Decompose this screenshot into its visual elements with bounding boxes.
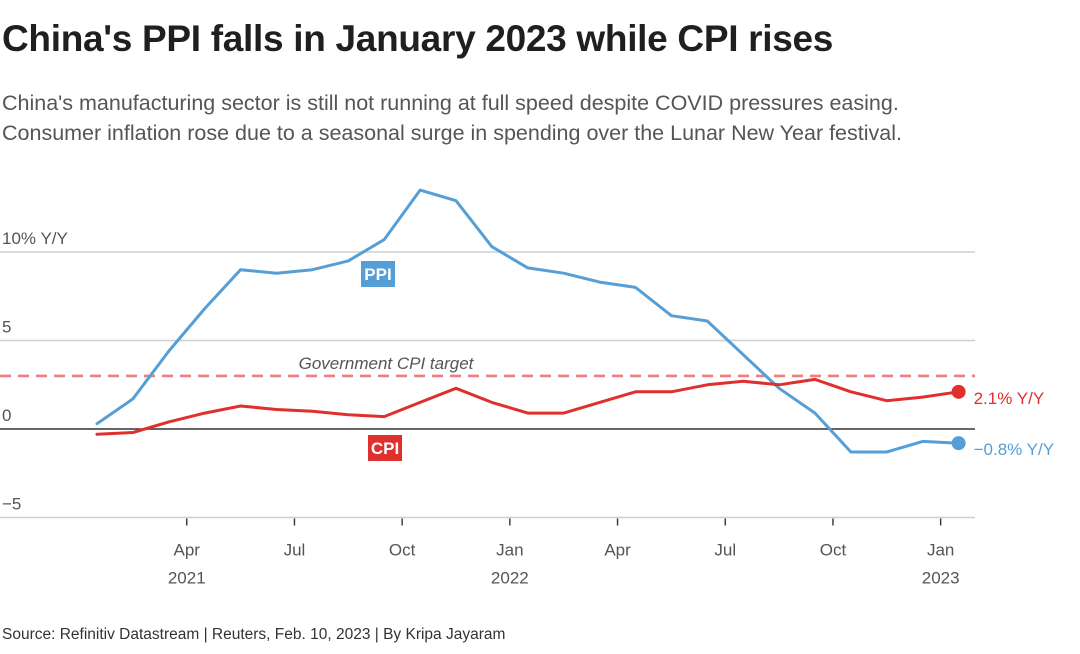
x-tick-year-label: 2022 <box>491 569 529 588</box>
cpi-end-point <box>951 384 966 399</box>
x-tick-label: Apr <box>174 541 201 560</box>
x-tick-label: Jan <box>927 541 954 560</box>
subtitle-line-2: Consumer inflation rose due to a seasona… <box>2 121 902 145</box>
cpi-end-label: 2.1% Y/Y <box>974 389 1045 408</box>
x-tick-year-label: 2021 <box>168 569 206 588</box>
chart-subtitle: China's manufacturing sector is still no… <box>2 88 902 148</box>
source-note: Source: Refinitiv Datastream | Reuters, … <box>2 626 506 643</box>
ppi-tag-box <box>361 261 395 287</box>
chart-title: China's PPI falls in January 2023 while … <box>2 18 834 59</box>
x-axis: Apr 2021 Jul Oct Jan 2022 Apr Jul Oct Jan 2023 <box>168 518 960 588</box>
y-tick-label: 0 <box>2 406 11 425</box>
cpi-tag-label: CPI <box>371 439 399 458</box>
y-axis-tick-labels: 10% Y/Y 5 0 −5 <box>2 229 68 514</box>
cpi-tag-box <box>368 435 402 461</box>
cpi-line <box>95 377 961 436</box>
ppi-line <box>95 188 961 454</box>
series-lines <box>95 188 966 454</box>
x-tick-label: Jul <box>714 541 736 560</box>
y-tick-label: 5 <box>2 318 11 337</box>
x-tick-label: Oct <box>389 541 416 560</box>
series-end-labels: −0.8% Y/Y 2.1% Y/Y <box>974 389 1055 459</box>
cpi-target-label: Government CPI target <box>299 354 475 373</box>
x-tick-year-label: 2023 <box>922 569 960 588</box>
y-tick-label: 10% Y/Y <box>2 229 68 248</box>
gridlines <box>0 251 975 519</box>
subtitle-line-1: China's manufacturing sector is still no… <box>2 91 899 115</box>
x-tick-label: Jul <box>284 541 306 560</box>
x-tick-label: Oct <box>820 541 847 560</box>
line-chart: 10% Y/Y 5 0 −5 Apr 2021 Jul Oct Jan 2022 Apr Jul Oc… <box>0 188 1055 588</box>
ppi-end-point <box>951 436 966 451</box>
y-tick-label: −5 <box>2 495 21 514</box>
ppi-tag-label: PPI <box>364 265 391 284</box>
x-tick-label: Apr <box>604 541 631 560</box>
series-tags: PPI CPI <box>361 261 402 461</box>
ppi-end-label: −0.8% Y/Y <box>974 440 1055 459</box>
x-tick-label: Jan <box>496 541 523 560</box>
cpi-target-reference: Government CPI target <box>0 354 975 378</box>
